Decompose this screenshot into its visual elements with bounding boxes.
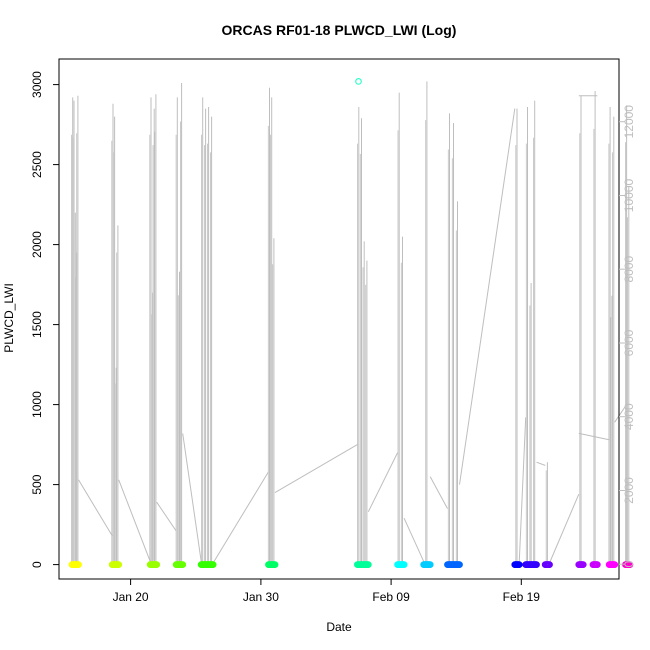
- trace-connector: [367, 452, 399, 513]
- y2-tick-label: 6000: [622, 329, 636, 356]
- data-point-outlier: [355, 77, 362, 85]
- x-tick-label: Jan 20: [113, 590, 149, 604]
- data-point: [515, 561, 523, 568]
- data-points-layer: [68, 77, 634, 568]
- trace-connector: [614, 405, 626, 423]
- x-tick-label: Feb 09: [372, 590, 410, 604]
- data-point: [115, 561, 123, 568]
- trace-connector: [212, 471, 269, 564]
- trace-connector: [459, 108, 516, 485]
- data-point: [75, 561, 82, 568]
- trace-connector: [156, 501, 177, 532]
- y-tick-label: 3000: [30, 71, 44, 98]
- y-tick-label: 1000: [30, 391, 44, 418]
- data-point: [546, 561, 553, 568]
- trace-connector: [274, 444, 358, 494]
- data-point: [271, 561, 279, 568]
- data-point: [426, 561, 434, 568]
- y2-tick-label: 8000: [622, 256, 636, 283]
- data-point: [626, 561, 634, 568]
- y-axis-label: PLWCD_LWI: [2, 283, 16, 353]
- secondary-series-layer: [71, 81, 630, 565]
- y2-tick-label: 12000: [622, 105, 636, 139]
- trace-connector: [536, 461, 546, 466]
- trace-connector: [182, 433, 202, 562]
- trace-connector: [403, 517, 425, 562]
- y-tick-label: 2000: [30, 231, 44, 258]
- y-tick-label: 0: [30, 561, 44, 568]
- data-point: [579, 561, 587, 568]
- plot-frame: [58, 58, 620, 580]
- data-point: [153, 561, 161, 568]
- trace-connector: [578, 432, 610, 441]
- data-point: [364, 561, 372, 568]
- x-axis-label: Date: [326, 620, 352, 634]
- y2-tick-label: 10000: [622, 178, 636, 212]
- y2-tick-label: 2000: [622, 477, 636, 504]
- trace-connector: [549, 494, 580, 564]
- data-point: [400, 561, 408, 568]
- trace-connector: [118, 479, 151, 562]
- chart-title: ORCAS RF01-18 PLWCD_LWI (Log): [222, 22, 457, 38]
- trace-connector: [518, 417, 527, 564]
- data-point: [593, 561, 601, 568]
- x-tick-label: Feb 19: [503, 590, 541, 604]
- y-tick-label: 500: [30, 474, 44, 494]
- data-point: [179, 561, 187, 568]
- trace-connector: [78, 479, 113, 537]
- y2-tick-label: 0: [622, 561, 636, 568]
- y-tick-label: 2500: [30, 151, 44, 178]
- data-point: [456, 561, 463, 568]
- data-point: [209, 561, 217, 568]
- trace-connector: [429, 476, 448, 509]
- data-point: [533, 561, 540, 568]
- y2-tick-label: 4000: [622, 403, 636, 430]
- y-tick-label: 1500: [30, 311, 44, 338]
- axes-layer: Jan 20 Jan 30 Feb 09 Feb 19 0 500 1000 1500 2000…: [30, 58, 636, 604]
- x-tick-label: Jan 30: [243, 590, 279, 604]
- data-point: [611, 561, 619, 568]
